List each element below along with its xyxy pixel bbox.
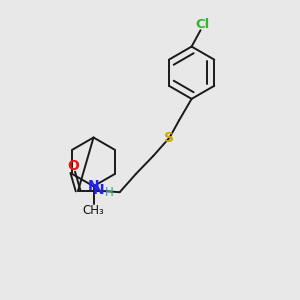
Text: Cl: Cl: [195, 18, 209, 32]
Text: CH₃: CH₃: [83, 203, 104, 217]
Text: N: N: [93, 183, 104, 197]
Text: H: H: [105, 186, 113, 199]
Text: O: O: [67, 159, 79, 173]
Text: N: N: [88, 179, 99, 193]
Text: S: S: [164, 130, 174, 145]
